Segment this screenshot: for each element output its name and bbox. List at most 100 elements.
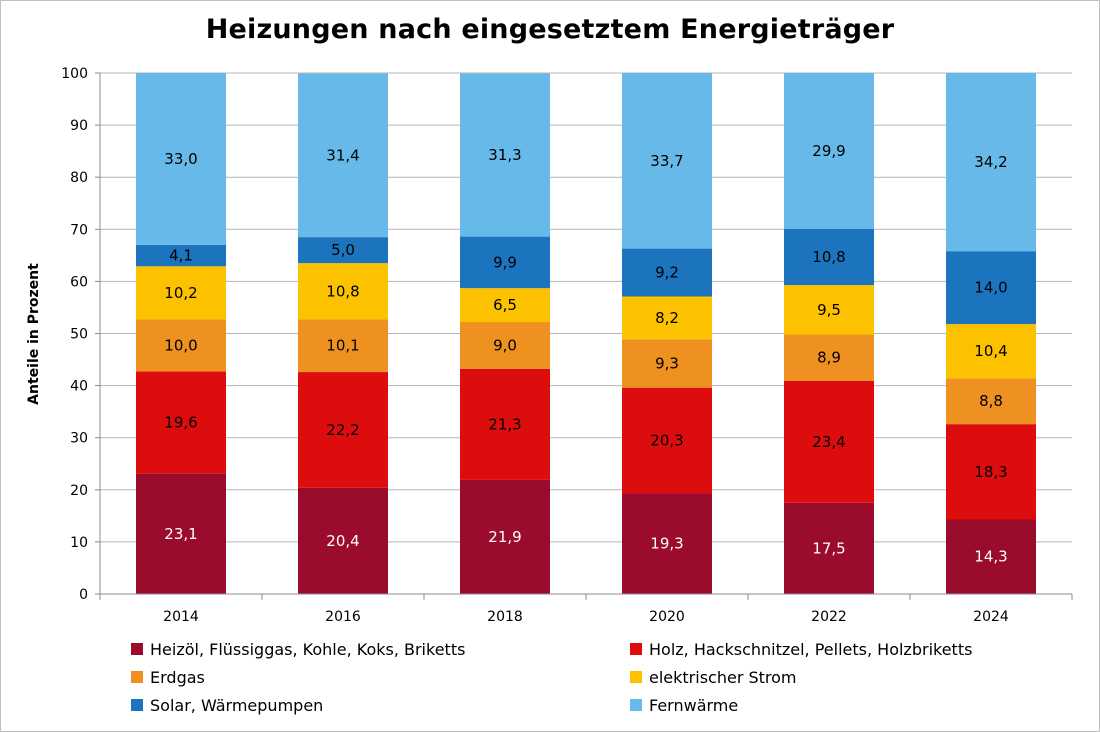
legend-label: Heizöl, Flüssiggas, Kohle, Koks, Brikett… (150, 639, 466, 659)
data-label: 23,1 (164, 525, 197, 543)
bar-segment (136, 319, 226, 372)
legend-label: elektrischer Strom (649, 667, 797, 687)
bar-segment (460, 288, 550, 323)
y-tick-label: 90 (70, 118, 88, 134)
legend-swatch (630, 671, 642, 683)
data-label: 34,2 (974, 153, 1007, 171)
bar-segment (946, 424, 1036, 520)
bar-segment (622, 387, 712, 494)
data-label: 10,2 (164, 284, 197, 302)
x-tick-label: 2020 (649, 609, 685, 625)
data-label: 31,3 (488, 146, 521, 164)
data-label: 10,0 (164, 336, 197, 354)
data-label: 21,9 (488, 528, 521, 546)
y-tick-label: 40 (70, 379, 88, 395)
bar-segment (784, 73, 874, 229)
bar-segment (946, 519, 1036, 594)
data-label: 19,3 (650, 535, 683, 553)
bar-segment (298, 237, 388, 264)
data-label: 10,1 (326, 337, 359, 355)
data-label: 20,3 (650, 432, 683, 450)
legend-label: Erdgas (150, 667, 205, 687)
x-tick-label: 2016 (325, 609, 361, 625)
y-tick-label: 100 (61, 66, 88, 82)
bar-segment (136, 371, 226, 474)
data-label: 8,9 (817, 349, 841, 367)
data-label: 9,0 (493, 336, 517, 354)
legend-label: Solar, Wärmepumpen (150, 695, 324, 715)
x-tick-label: 2018 (487, 609, 523, 625)
data-label: 29,9 (812, 142, 845, 160)
data-label: 9,5 (817, 301, 841, 319)
bar-segment (460, 236, 550, 289)
bar-segment (784, 380, 874, 503)
bar-segment (622, 248, 712, 297)
legend-item: Erdgas (131, 666, 205, 688)
legend-item: Holz, Hackschnitzel, Pellets, Holzbriket… (630, 638, 972, 660)
bar-segment (136, 73, 226, 245)
bar-segment (298, 263, 388, 320)
data-label: 14,0 (974, 279, 1007, 297)
legend-label: Fernwärme (649, 695, 739, 715)
bar-segment (622, 296, 712, 340)
y-tick-label: 70 (70, 222, 88, 238)
data-label: 10,8 (326, 282, 359, 300)
bar-segment (946, 73, 1036, 252)
legend-swatch (630, 699, 642, 711)
bar-segment (784, 228, 874, 286)
y-tick-label: 20 (70, 483, 88, 499)
data-label: 10,8 (812, 248, 845, 266)
bar-segment (136, 266, 226, 320)
bar-segment (784, 334, 874, 381)
data-label: 18,3 (974, 463, 1007, 481)
bar-segment (946, 378, 1036, 425)
y-tick-label: 50 (70, 327, 88, 343)
legend-item: Solar, Wärmepumpen (131, 694, 323, 716)
y-tick-label: 80 (70, 170, 88, 186)
y-tick-label: 60 (70, 274, 88, 290)
bar-segment (622, 339, 712, 388)
gridlines (100, 72, 1072, 543)
legend-swatch (630, 643, 642, 655)
data-label: 4,1 (169, 247, 193, 265)
legend-swatch (131, 699, 143, 711)
data-label: 33,7 (650, 152, 683, 170)
bar-segment (136, 473, 226, 594)
bar-segment (136, 244, 226, 267)
bar-segment (460, 368, 550, 480)
bar-segment (298, 487, 388, 594)
data-label: 19,6 (164, 414, 197, 432)
legend-item: Fernwärme (630, 694, 738, 716)
data-label: 8,8 (979, 392, 1003, 410)
legend-swatch (131, 643, 143, 655)
bar-segment (622, 73, 712, 249)
legend-label: Holz, Hackschnitzel, Pellets, Holzbriket… (649, 639, 973, 659)
data-labels: 23,1 19,6 10,0 10,2 4,1 33,0 20,4 22,2 10,1 10,8 5… (164, 142, 1007, 566)
data-label: 22,2 (326, 421, 359, 439)
data-label: 9,2 (655, 264, 679, 282)
bar-segment (298, 73, 388, 238)
chart-title: Heizungen nach eingesetztem Energieträge… (205, 14, 895, 45)
data-label: 8,2 (655, 309, 679, 327)
y-axis-label: Anteile in Prozent (26, 263, 42, 405)
bar-segment (946, 324, 1036, 379)
data-label: 5,0 (331, 241, 355, 259)
data-label: 20,4 (326, 532, 359, 550)
bars (136, 73, 1036, 594)
data-label: 10,4 (974, 342, 1007, 360)
tick-labels: 0 10 20 30 40 50 60 70 80 90 100 2014 2016 2018 2020 20… (61, 66, 1009, 625)
bar-segment (784, 285, 874, 335)
data-label: 6,5 (493, 296, 517, 314)
legend-item: elektrischer Strom (630, 666, 797, 688)
y-tick-label: 30 (70, 431, 88, 447)
data-label: 23,4 (812, 433, 845, 451)
data-label: 14,3 (974, 548, 1007, 566)
data-label: 33,0 (164, 150, 197, 168)
data-label: 9,3 (655, 354, 679, 372)
data-label: 9,9 (493, 253, 517, 271)
legend-swatch (131, 671, 143, 683)
bar-segment (946, 251, 1036, 325)
x-tick-label: 2022 (811, 609, 847, 625)
bar-segment (460, 73, 550, 237)
